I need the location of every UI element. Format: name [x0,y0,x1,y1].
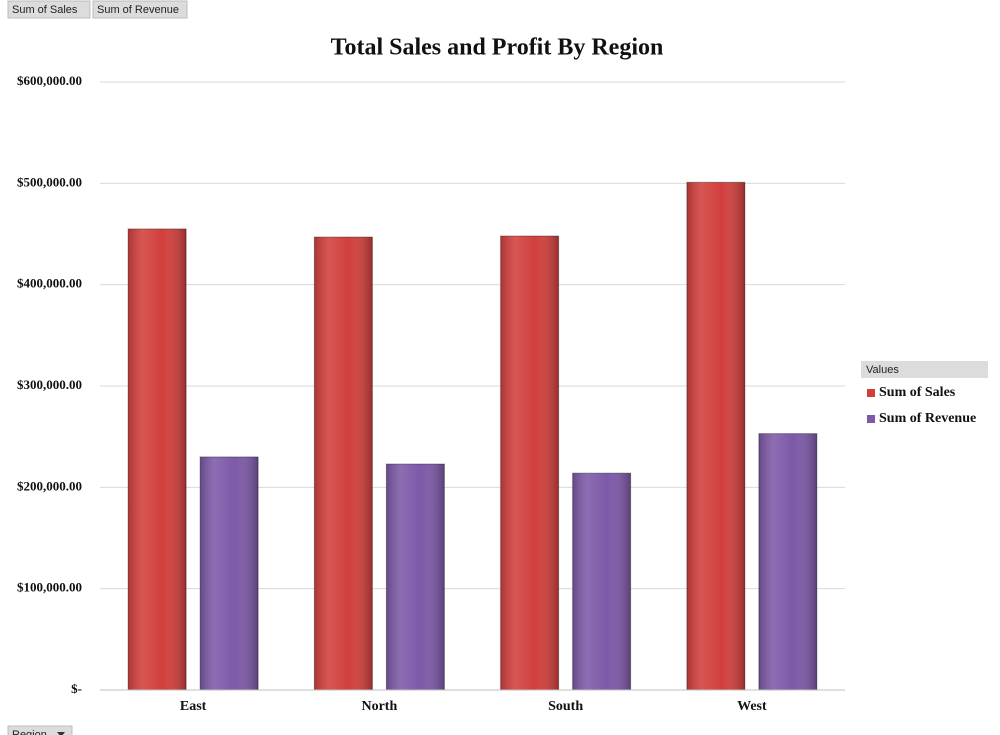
x-tick-label: East [180,699,207,714]
bar [686,181,746,691]
field-button[interactable] [92,0,188,19]
legend-swatch [867,389,875,397]
legend-title-bar [861,361,988,378]
bar [500,235,560,691]
legend-title: Values [866,364,899,376]
y-tick-label: $- [71,681,82,696]
bar [758,433,818,691]
field-button-label: Sum of Revenue [97,4,179,16]
y-tick-label: $300,000.00 [17,377,82,392]
bar [313,236,373,691]
y-tick-label: $600,000.00 [17,73,82,88]
x-tick-label: North [361,699,397,714]
legend-label[interactable]: Sum of Sales [879,385,956,400]
y-tick-label: $500,000.00 [17,174,82,189]
bar [385,463,445,691]
x-tick-label: West [737,699,767,714]
x-tick-label: South [548,699,583,714]
field-button[interactable] [7,0,91,19]
field-button-label: Sum of Sales [12,4,78,16]
bar [199,456,259,691]
y-tick-label: $400,000.00 [17,276,82,291]
chart-title: Total Sales and Profit By Region [331,35,664,61]
y-tick-label: $200,000.00 [17,478,82,493]
dropdown-arrow [57,732,65,735]
bar [127,228,187,691]
bar [572,472,632,691]
y-tick-label: $100,000.00 [17,580,82,595]
legend-label[interactable]: Sum of Revenue [879,411,976,426]
field-button-label: Region [12,729,47,735]
legend-swatch [867,415,875,423]
